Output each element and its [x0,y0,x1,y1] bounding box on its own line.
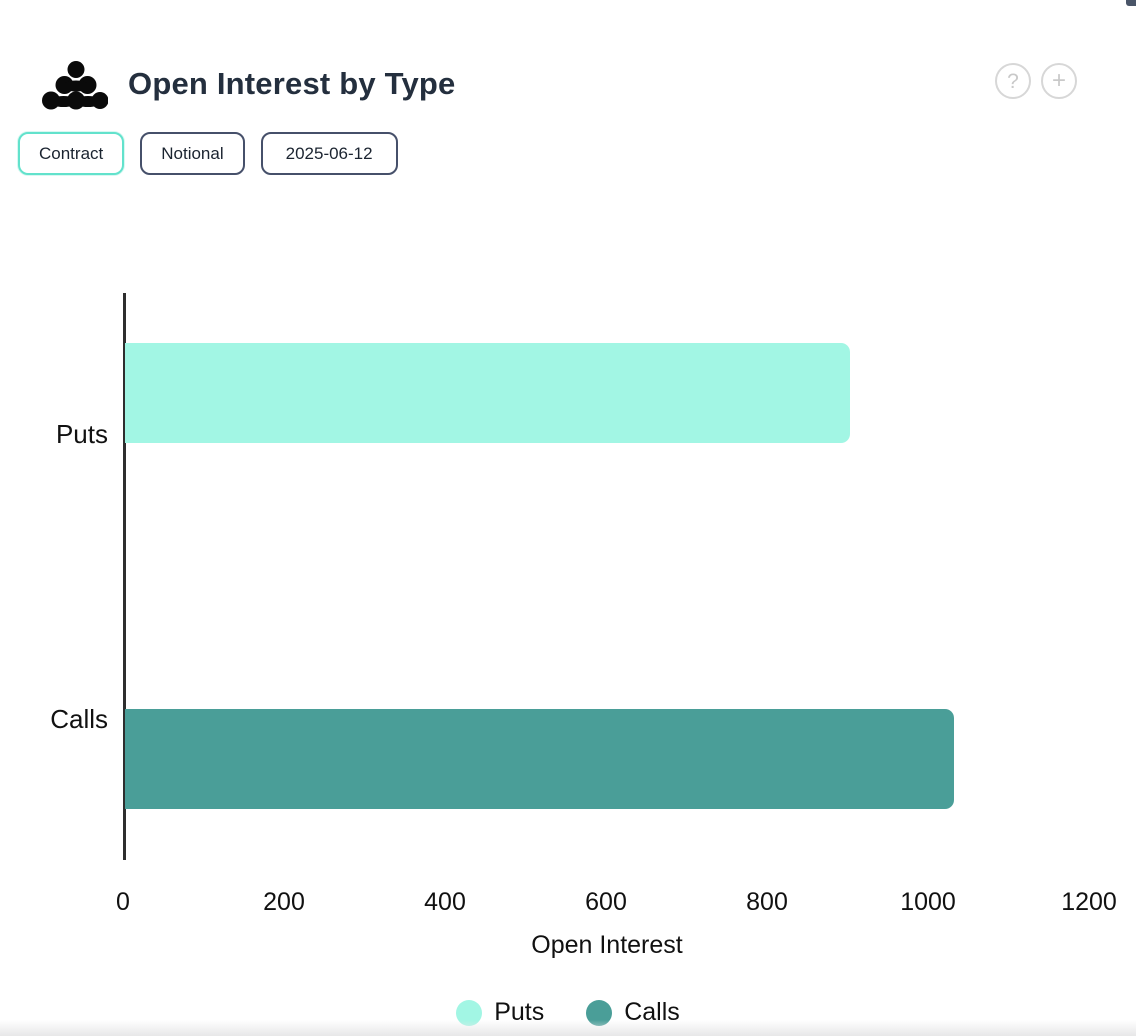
add-icon[interactable]: + [1041,63,1077,99]
header: Open Interest by Type ? + [0,0,1136,120]
x-tick-label-400: 400 [424,888,466,916]
category-label-puts: Puts [55,419,108,449]
x-tick-label-1000: 1000 [900,888,956,916]
window-corner-fragment [1126,0,1136,6]
x-tick-label-800: 800 [746,888,788,916]
bar-calls [125,709,955,809]
toolbar: Contract Notional 2025-06-12 [18,132,398,175]
chart-legend: Puts Calls [0,998,1136,1027]
help-icon[interactable]: ? [995,63,1031,99]
legend-item-puts[interactable]: Puts [456,998,544,1027]
legend-swatch-puts [456,999,483,1026]
legend-swatch-calls [586,999,613,1026]
y-axis-line [123,293,126,860]
category-label-calls: Calls [50,704,108,734]
page-title: Open Interest by Type [128,66,456,101]
toolbar-button-2025-06-12[interactable]: 2025-06-12 [260,132,398,175]
x-axis-title: Open Interest [531,931,683,959]
legend-label-calls: Calls [624,998,680,1026]
app-logo-icon [42,61,108,110]
bar-puts [125,343,850,443]
x-tick-label-0: 0 [116,888,130,916]
toolbar-button-notional[interactable]: Notional [140,132,245,175]
toolbar-button-contract[interactable]: Contract [18,132,125,175]
legend-label-puts: Puts [494,998,545,1026]
x-tick-label-600: 600 [585,888,627,916]
legend-item-calls[interactable]: Calls [586,998,680,1027]
x-tick-label-200: 200 [263,888,305,916]
x-tick-label-1200: 1200 [1061,888,1117,916]
